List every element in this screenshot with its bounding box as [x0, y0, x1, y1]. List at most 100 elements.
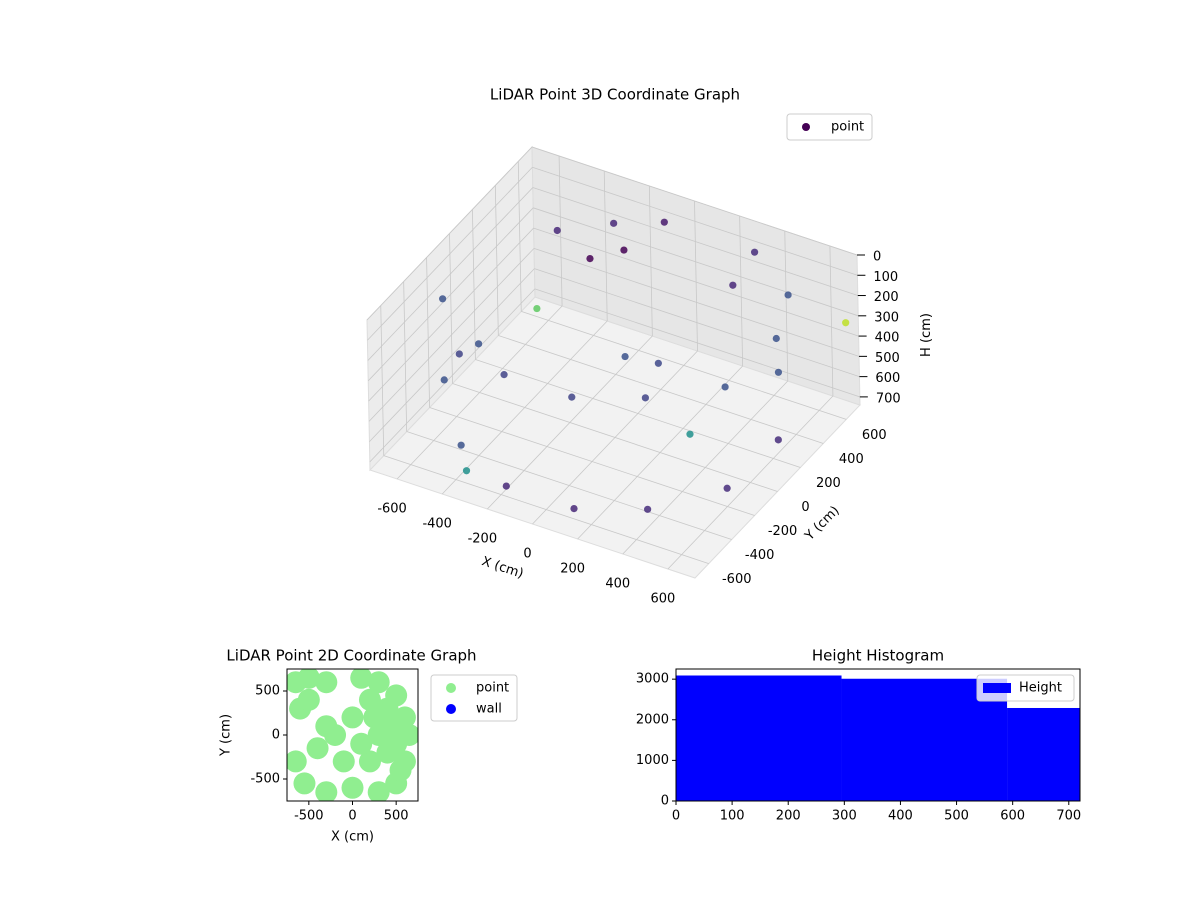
y-tick-label: 500 — [255, 684, 280, 699]
point — [553, 226, 561, 235]
grid-line — [367, 207, 534, 382]
grid-line — [475, 359, 801, 468]
z-tick-label: 100 — [873, 270, 898, 285]
z-tick-label: 700 — [876, 391, 901, 406]
x-tick-label: 500 — [384, 809, 409, 824]
z-tick-label: 200 — [874, 290, 899, 305]
grid-line — [517, 161, 522, 312]
x-tick-label: 0 — [348, 809, 356, 824]
point — [784, 291, 792, 299]
point — [500, 371, 508, 379]
y-tick-label: 200 — [816, 476, 841, 491]
y-tick-label: 0 — [661, 794, 669, 809]
x-tick-label: 400 — [888, 809, 913, 824]
chart-title: LiDAR Point 3D Coordinate Graph — [490, 86, 740, 104]
x-axis-label: X (cm) — [480, 554, 526, 582]
point — [358, 688, 381, 711]
grid-line — [380, 305, 385, 456]
grid-line — [532, 187, 858, 296]
point — [772, 334, 780, 343]
point — [644, 505, 652, 513]
point — [654, 359, 662, 367]
grid-line — [429, 407, 755, 516]
point — [723, 484, 731, 492]
grid-line — [452, 383, 778, 492]
point — [306, 737, 329, 760]
point — [621, 352, 629, 361]
point — [287, 750, 307, 773]
x-tick-label: 500 — [944, 809, 969, 824]
x-tick-label: 600 — [651, 592, 676, 607]
x-tick-label: 600 — [1000, 809, 1025, 824]
grid-line — [494, 185, 499, 336]
point — [750, 248, 759, 256]
x-tick-label: 0 — [672, 809, 680, 824]
y-tick-label: 3000 — [636, 672, 669, 687]
grid-line — [369, 288, 536, 463]
point — [774, 436, 782, 444]
grid-line — [369, 268, 535, 442]
grid-line — [367, 166, 533, 341]
legend-box — [976, 674, 1075, 702]
point — [341, 776, 364, 799]
y-tick-label: 2000 — [636, 712, 669, 727]
grid-line — [406, 431, 732, 540]
x-tick-label: 0 — [523, 547, 531, 562]
grid-line — [829, 245, 834, 397]
point — [457, 441, 465, 449]
point — [315, 781, 338, 801]
grid-line — [367, 187, 534, 361]
point — [729, 281, 737, 289]
x-tick-label: 400 — [605, 577, 630, 592]
grid-line — [739, 215, 744, 367]
grid-line — [694, 200, 698, 352]
chart-title: Height Histogram — [812, 647, 944, 665]
grid-line — [521, 311, 847, 420]
grid-line — [498, 335, 824, 444]
x-tick-label: 200 — [776, 809, 801, 824]
y-tick-label: 0 — [801, 500, 809, 515]
grid-line — [533, 227, 859, 337]
grid-line — [426, 257, 430, 408]
point — [332, 750, 355, 773]
point — [380, 715, 403, 738]
y-axis-label: Y (cm) — [219, 714, 234, 757]
x-tick-label: -600 — [377, 502, 407, 517]
legend-box — [786, 113, 873, 141]
point — [462, 467, 471, 475]
point — [620, 246, 628, 254]
z-tick-label: 500 — [875, 351, 900, 366]
point — [568, 393, 576, 401]
z-tick-label: 400 — [875, 331, 900, 346]
y-tick-label: -400 — [745, 548, 775, 563]
point — [570, 504, 578, 513]
point — [315, 671, 338, 694]
axes-frame — [675, 668, 1081, 802]
x-tick-label: 300 — [832, 809, 857, 824]
point — [721, 383, 729, 391]
x-tick-label: -500 — [294, 809, 324, 824]
point — [350, 669, 373, 689]
y-tick-label: -200 — [768, 524, 798, 539]
x-tick-label: 100 — [720, 809, 745, 824]
point — [363, 706, 386, 729]
legend-label: point — [476, 681, 509, 696]
point — [774, 368, 783, 376]
y-tick-label: -600 — [722, 572, 752, 587]
chart-title: LiDAR Point 2D Coordinate Graph — [226, 647, 476, 665]
grid-line — [784, 230, 789, 382]
z-tick-label: 0 — [873, 250, 881, 265]
grid-line — [648, 185, 653, 337]
grid-line — [531, 146, 858, 256]
point — [389, 759, 412, 782]
grid-line — [449, 233, 453, 384]
grid-line — [532, 166, 858, 276]
point — [367, 671, 390, 694]
point — [385, 732, 408, 755]
point — [439, 295, 447, 303]
z-tick-label: 600 — [875, 371, 900, 386]
point — [293, 772, 316, 795]
point — [315, 715, 338, 738]
bar — [676, 675, 842, 801]
